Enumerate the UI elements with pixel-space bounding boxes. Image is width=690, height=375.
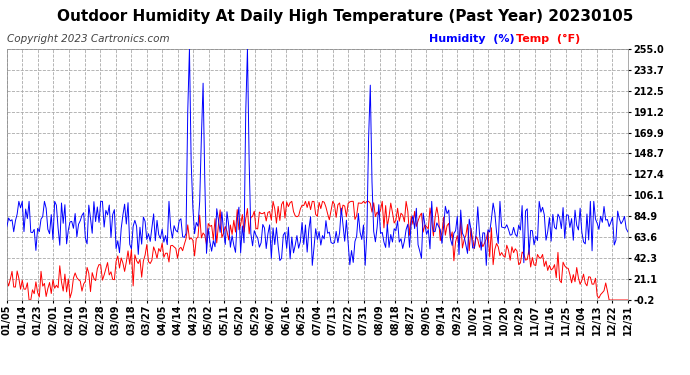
Text: Humidity  (%): Humidity (%) <box>429 34 515 44</box>
Text: Temp  (°F): Temp (°F) <box>516 34 580 44</box>
Text: Copyright 2023 Cartronics.com: Copyright 2023 Cartronics.com <box>7 34 170 44</box>
Text: Outdoor Humidity At Daily High Temperature (Past Year) 20230105: Outdoor Humidity At Daily High Temperatu… <box>57 9 633 24</box>
